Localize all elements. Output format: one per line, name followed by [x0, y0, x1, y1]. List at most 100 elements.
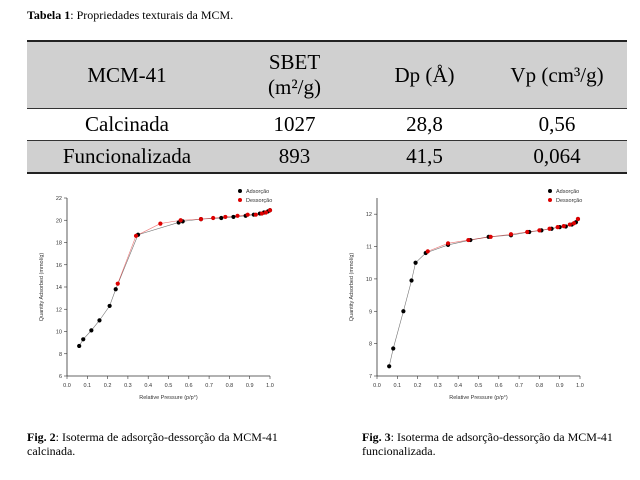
series-line — [427, 218, 579, 252]
header-sbet: SBET (m²/g) — [227, 40, 362, 109]
x-tick-label: 0.3 — [434, 383, 442, 389]
data-point — [107, 303, 112, 309]
table-row: Calcinada 1027 28,8 0,56 — [27, 108, 627, 141]
x-tick-label: 0.7 — [515, 383, 523, 389]
properties-table: MCM-41 SBET (m²/g) Dp (Å) Vp (cm³/g) Calc… — [27, 40, 627, 174]
x-tick-label: 0.4 — [144, 383, 152, 389]
data-point — [245, 212, 250, 217]
x-tick-label: 0.1 — [393, 383, 401, 389]
legend-label: Adsorção — [246, 189, 269, 195]
y-tick-label: 22 — [56, 196, 62, 202]
y-axis-label: Quantity Adsorbed (mmol/g) — [39, 253, 45, 322]
table-row: Funcionalizada 893 41,5 0,064 — [27, 140, 627, 174]
x-tick-label: 0.9 — [246, 383, 254, 389]
table-cell-dp: 28,8 — [362, 108, 487, 141]
y-tick-label: 10 — [56, 330, 62, 336]
data-point — [211, 215, 216, 221]
data-point — [259, 211, 264, 216]
y-tick-label: 9 — [369, 309, 372, 315]
x-tick-label: 0.3 — [124, 383, 132, 389]
y-tick-label: 8 — [369, 342, 372, 348]
legend-label: Adsorção — [556, 189, 579, 195]
x-tick-label: 0.6 — [495, 383, 503, 389]
data-point — [133, 233, 139, 238]
table-caption-label: Tabela 1 — [27, 8, 71, 22]
data-point — [253, 212, 258, 217]
x-tick-label: 0.2 — [414, 383, 422, 389]
data-point — [219, 215, 224, 221]
header-sbet-name: SBET — [268, 50, 321, 74]
y-tick-label: 6 — [59, 374, 62, 380]
y-tick-label: 11 — [366, 245, 372, 251]
legend-marker — [238, 189, 242, 193]
x-tick-label: 0.1 — [83, 383, 91, 389]
data-point — [223, 214, 228, 220]
legend-marker — [238, 198, 242, 202]
data-point — [391, 346, 396, 351]
table-cell-vp: 0,56 — [487, 108, 627, 141]
data-point — [89, 328, 94, 333]
data-point — [401, 309, 406, 314]
table-caption-text: : Propriedades texturais da MCM. — [70, 8, 234, 22]
figure-3-label: Fig. 3 — [362, 430, 391, 444]
figure-2-caption: Fig. 2: Isoterma de adsorção-dessorção d… — [27, 430, 327, 458]
x-tick-label: 0.0 — [373, 383, 381, 389]
y-tick-label: 14 — [56, 285, 62, 291]
header-sbet-unit: (m²/g) — [268, 75, 321, 99]
data-point — [81, 337, 86, 342]
x-axis-label: Relative Pressure (p/p°) — [139, 395, 198, 401]
y-tick-label: 8 — [59, 352, 62, 358]
isotherm-chart-calcined: 0.0 0.1 0.2 0.3 0.4 0.5 0.6 0.7 0.8 0.9 1.0 6 8 10 12 1… — [39, 189, 274, 401]
data-point — [115, 281, 120, 286]
data-point — [537, 228, 542, 233]
data-point — [235, 213, 240, 218]
data-point — [387, 364, 392, 369]
x-tick-label: 0.4 — [454, 383, 462, 389]
figure-3-caption: Fig. 3: Isoterma de adsorção-dessorção d… — [362, 430, 637, 458]
table-cell-sbet: 893 — [227, 140, 362, 174]
table-cell-vp: 0,064 — [487, 140, 627, 174]
data-point — [425, 249, 430, 254]
data-point — [409, 278, 414, 283]
x-tick-label: 0.8 — [536, 383, 544, 389]
legend-marker — [548, 198, 552, 202]
legend-label: Dessorção — [246, 198, 272, 204]
data-point — [413, 260, 418, 265]
table-cell-sample: Funcionalizada — [27, 140, 227, 174]
data-point — [547, 226, 552, 231]
data-point — [97, 318, 102, 323]
x-tick-label: 0.0 — [63, 383, 71, 389]
y-tick-label: 12 — [56, 307, 62, 313]
data-point — [508, 232, 514, 237]
data-point — [575, 216, 581, 222]
data-point — [571, 221, 577, 226]
figure-2-text: : Isoterma de adsorção-dessorção da MCM-… — [27, 430, 278, 458]
data-point — [567, 222, 572, 227]
data-point — [561, 224, 566, 229]
figure-3-text: : Isoterma de adsorção-dessorção da MCM-… — [362, 430, 613, 458]
y-tick-label: 7 — [369, 374, 372, 380]
x-tick-label: 0.5 — [475, 383, 483, 389]
data-point — [267, 208, 273, 213]
x-tick-label: 1.0 — [266, 383, 274, 389]
table-caption: Tabela 1: Propriedades texturais da MCM. — [27, 8, 233, 23]
x-tick-label: 0.5 — [165, 383, 173, 389]
data-point — [178, 218, 183, 223]
legend-marker — [548, 189, 552, 193]
table-header-row: MCM-41 SBET (m²/g) Dp (Å) Vp (cm³/g) — [27, 40, 627, 109]
y-tick-label: 16 — [56, 263, 62, 269]
legend-label: Dessorção — [556, 198, 582, 204]
x-tick-label: 0.6 — [185, 383, 193, 389]
data-point — [466, 237, 471, 243]
x-tick-label: 0.9 — [556, 383, 564, 389]
series-line — [388, 218, 579, 367]
header-dp: Dp (Å) — [362, 40, 487, 109]
figure-2-label: Fig. 2 — [27, 430, 56, 444]
y-tick-label: 10 — [366, 277, 372, 283]
table-cell-dp: 41,5 — [362, 140, 487, 174]
data-point — [113, 287, 118, 292]
table-cell-sbet: 1027 — [227, 108, 362, 141]
data-point — [231, 214, 236, 220]
series-line — [78, 209, 271, 347]
data-point — [158, 221, 163, 226]
